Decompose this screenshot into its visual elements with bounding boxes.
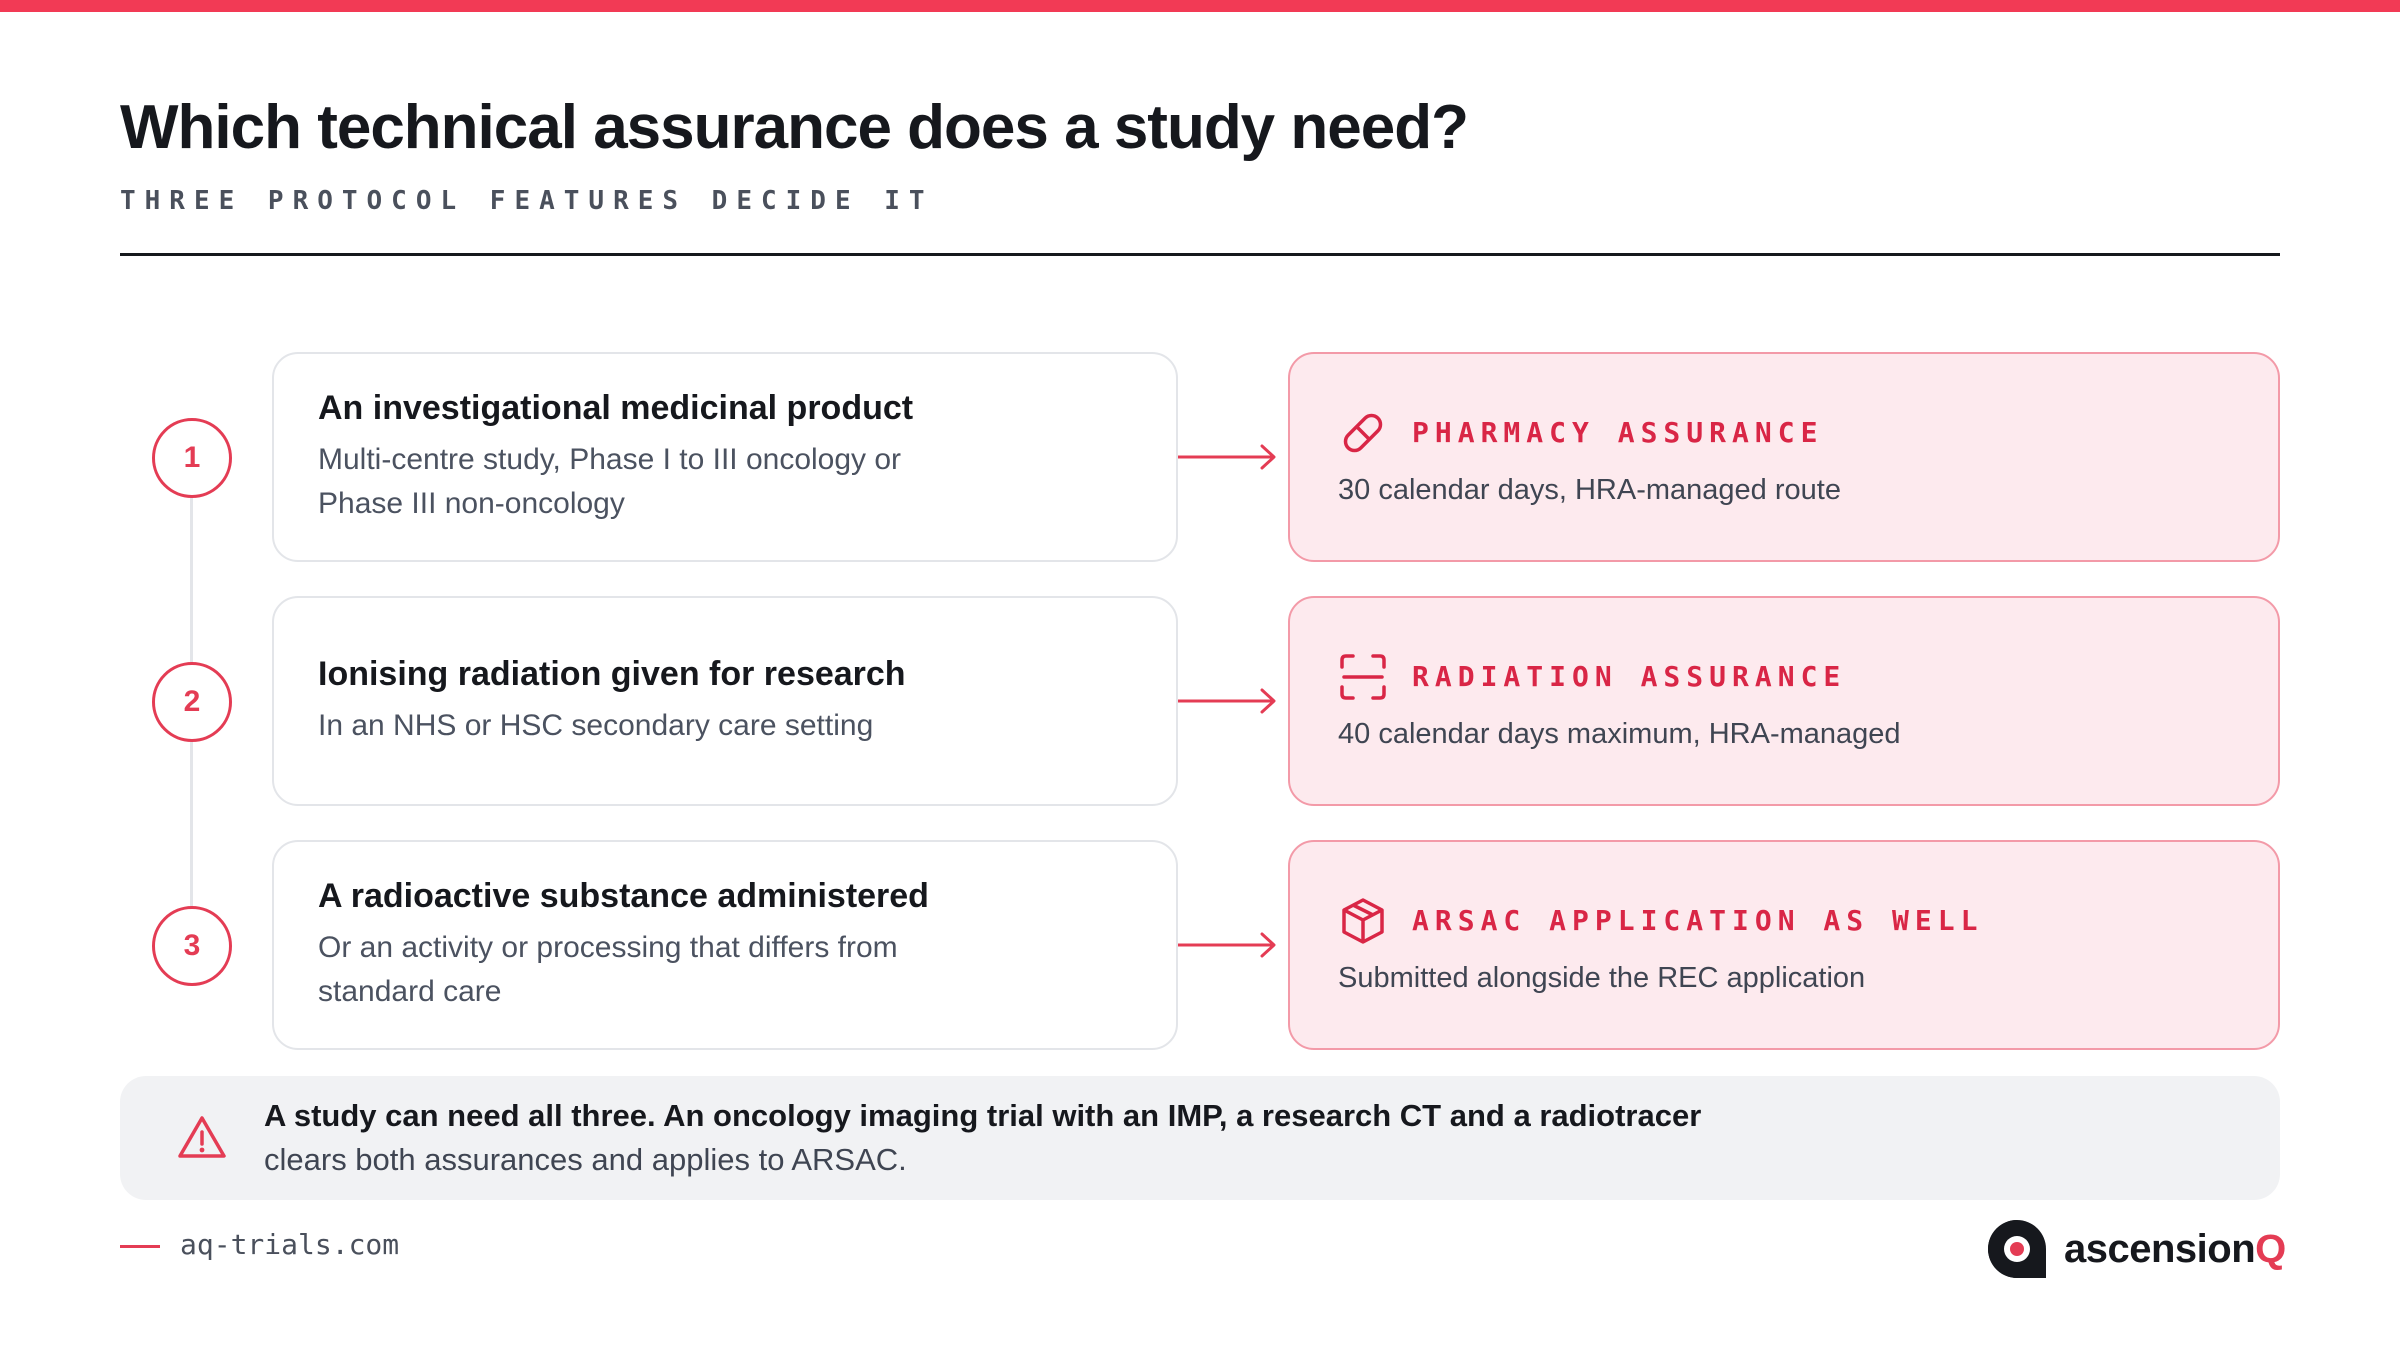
brand-name-suffix: Q (2255, 1226, 2286, 1271)
callout-text: clears both assurances and applies to AR… (264, 1142, 907, 1177)
footer-url-link[interactable]: aq-trials.com (180, 1228, 400, 1261)
step-number-2: 2 (152, 662, 232, 742)
footer-dash (120, 1245, 160, 1248)
callout-bold-text: A study can need all three. An oncology … (264, 1098, 1702, 1133)
answer-title-radiation: RADIATION ASSURANCE (1412, 660, 1847, 693)
callout-note: A study can need all three. An oncology … (120, 1076, 2280, 1200)
question-desc-1: Multi-centre study, Phase I to III oncol… (318, 442, 902, 520)
answer-title-pharmacy: PHARMACY ASSURANCE (1412, 416, 1824, 449)
question-desc-3: Or an activity or processing that differ… (318, 930, 898, 1008)
answer-desc-arsac: Submitted alongside the REC application (1338, 961, 1866, 994)
header-divider (120, 253, 2280, 256)
brand-logo: ascensionQ (1986, 1218, 2286, 1280)
page-title: Which technical assurance does a study n… (120, 93, 1469, 162)
page-subtitle: THREE PROTOCOL FEATURES DECIDE IT (120, 186, 934, 216)
answer-desc-radiation: 40 calendar days maximum, HRA-managed (1338, 717, 1901, 750)
pill-icon (1343, 413, 1383, 452)
arrow-right-icon (1178, 688, 1276, 714)
question-card-1: An investigational medicinal product Mul… (272, 352, 1178, 562)
scan-icon (1340, 653, 1386, 700)
question-title-1: An investigational medicinal product (318, 388, 914, 427)
step-number-3: 3 (152, 906, 232, 986)
top-accent-bar (0, 0, 2400, 12)
answer-desc-pharmacy: 30 calendar days, HRA-managed route (1338, 473, 1841, 506)
package-icon (1342, 897, 1384, 944)
arrow-right-icon (1178, 932, 1276, 958)
question-card-2: Ionising radiation given for research In… (272, 596, 1178, 806)
question-title-3: A radioactive substance administered (318, 876, 929, 915)
question-desc-2: In an NHS or HSC secondary care setting (318, 708, 874, 742)
brand-name: ascensionQ (2064, 1227, 2286, 1272)
warning-icon (178, 1116, 226, 1158)
answer-card-pharmacy: PHARMACY ASSURANCE 30 calendar days, HRA… (1288, 352, 2280, 562)
question-card-3: A radioactive substance administered Or … (272, 840, 1178, 1050)
ascensionq-logo-icon (1988, 1220, 2046, 1278)
arrow-right-icon (1178, 444, 1276, 470)
answer-card-arsac: ARSAC APPLICATION AS WELL Submitted alon… (1288, 840, 2280, 1050)
brand-name-prefix: ascension (2064, 1226, 2256, 1271)
answer-card-radiation: RADIATION ASSURANCE 40 calendar days max… (1288, 596, 2280, 806)
answer-title-arsac: ARSAC APPLICATION AS WELL (1412, 904, 1984, 937)
question-title-2: Ionising radiation given for research (318, 654, 906, 693)
step-number-1: 1 (152, 418, 232, 498)
